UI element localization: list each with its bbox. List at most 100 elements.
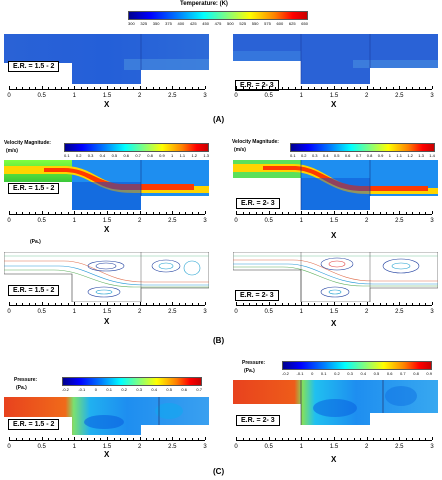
axis-tick-label: 0.5 — [37, 218, 46, 224]
er-label-pressure-left: E.R. = 1.5 - 2 — [8, 419, 60, 430]
axis-minor-tick — [412, 438, 414, 440]
pressure-left-tick-6: 0.4 — [151, 387, 157, 392]
axis-tick-mark — [268, 302, 270, 305]
axis-minor-tick — [28, 438, 30, 440]
axis-minor-tick — [392, 212, 394, 214]
axis-minor-tick — [35, 87, 37, 89]
axis-minor-tick — [307, 438, 309, 440]
axis-minor-tick — [288, 87, 290, 89]
axis-minor-tick — [360, 303, 362, 305]
axis-tick-mark — [172, 437, 174, 440]
axis-tick-mark — [205, 437, 206, 440]
pressure-left-tick-4: 0.2 — [121, 387, 127, 392]
axis-minor-tick — [35, 303, 37, 305]
axis-minor-tick — [28, 212, 30, 214]
axis-line — [9, 440, 205, 441]
axis-tick-label: 2 — [364, 309, 369, 315]
er-label-temperature-right: E.R. = 2- 3 — [235, 80, 279, 91]
axis-minor-tick — [347, 438, 349, 440]
x-axis-label-pressure-right: X — [331, 455, 337, 464]
temperature-tick-14: 650 — [301, 21, 308, 26]
axis-minor-tick — [294, 87, 296, 89]
velocity-right-tick-11: 1.2 — [407, 153, 413, 158]
pressure-left-tick-1: -0.1 — [78, 387, 86, 392]
axis-minor-tick — [191, 212, 193, 214]
axis-minor-tick — [275, 438, 277, 440]
axis-minor-tick — [353, 438, 355, 440]
axis-minor-tick — [360, 87, 362, 89]
pressure-left-tick-5: 0.3 — [136, 387, 142, 392]
axis-tick-mark — [139, 437, 141, 440]
axis-minor-tick — [61, 303, 63, 305]
axis-line — [236, 214, 432, 215]
axis-minor-tick — [281, 438, 283, 440]
temperature-field-left — [4, 34, 209, 84]
axis-tick-mark — [432, 211, 433, 214]
axis-minor-tick — [242, 303, 244, 305]
axis-minor-tick — [152, 303, 154, 305]
axis-minor-tick — [320, 303, 322, 305]
axis-tick-mark — [399, 211, 401, 214]
axis-minor-tick — [165, 212, 167, 214]
axis-minor-tick — [262, 87, 264, 89]
axis-minor-tick — [425, 87, 427, 89]
axis-tick-mark — [268, 86, 270, 89]
axis-minor-tick — [87, 87, 89, 89]
axis-tick-label: 1.5 — [102, 93, 112, 99]
axis-minor-tick — [159, 303, 161, 305]
axis-tick-label: 3 — [430, 309, 434, 315]
axis-minor-tick — [294, 303, 296, 305]
axis-tick-mark — [41, 302, 43, 305]
axis-minor-tick — [307, 212, 309, 214]
axis-minor-tick — [61, 438, 63, 440]
velocity-right-tick-0: 0.1 — [290, 153, 296, 158]
temperature-tick-9: 525 — [239, 21, 247, 26]
axis-minor-tick — [87, 303, 89, 305]
velocity-colorbar-units-left: (m/s) — [6, 148, 18, 154]
axis-minor-tick — [146, 87, 148, 89]
axis-minor-tick — [392, 87, 394, 89]
axis-minor-tick — [133, 303, 135, 305]
temperature-tick-1: 325 — [140, 21, 148, 26]
axis-minor-tick — [113, 212, 115, 214]
axis-tick-label: 1 — [72, 93, 76, 99]
axis-minor-tick — [178, 438, 180, 440]
axis-tick-label: 2.5 — [395, 444, 404, 450]
velocity-colorbar-units-right: (m/s) — [234, 147, 246, 153]
velocity-left-tick-8: 0.9 — [159, 153, 165, 158]
axis-minor-tick — [22, 212, 24, 214]
axis-minor-tick — [120, 212, 122, 214]
axis-minor-tick — [353, 87, 355, 89]
axis-minor-tick — [80, 212, 82, 214]
axis-minor-tick — [327, 303, 329, 305]
axis-tick-mark — [172, 302, 174, 305]
axis-minor-tick — [320, 438, 322, 440]
axis-minor-tick — [191, 438, 193, 440]
axis-minor-tick — [15, 212, 17, 214]
axis-minor-tick — [48, 303, 50, 305]
velocity-left-tick-9: 1 — [171, 153, 174, 158]
axis-minor-tick — [191, 87, 193, 89]
axis-minor-tick — [15, 438, 17, 440]
axis-minor-tick — [35, 212, 37, 214]
axis-minor-tick — [133, 87, 135, 89]
axis-minor-tick — [425, 212, 427, 214]
axis-tick-label: 0.5 — [264, 309, 273, 315]
axis-minor-tick — [418, 87, 420, 89]
velocity-field-left — [4, 160, 209, 210]
axis-minor-tick — [353, 303, 355, 305]
axis-minor-tick — [249, 87, 251, 89]
temperature-tick-4: 400 — [177, 21, 185, 26]
axis-minor-tick — [307, 87, 309, 89]
axis-minor-tick — [255, 212, 257, 214]
axis-minor-tick — [48, 212, 50, 214]
axis-tick-label: 0 — [7, 444, 11, 450]
axis-minor-tick — [198, 212, 200, 214]
axis-minor-tick — [100, 303, 102, 305]
axis-tick-mark — [334, 302, 335, 305]
axis-tick-label: 0 — [234, 93, 238, 99]
pressure-field-left — [4, 397, 209, 435]
pressure-left-tick-2: 0 — [94, 387, 97, 392]
axis-minor-tick — [152, 212, 154, 214]
axis-tick-mark — [432, 437, 433, 440]
